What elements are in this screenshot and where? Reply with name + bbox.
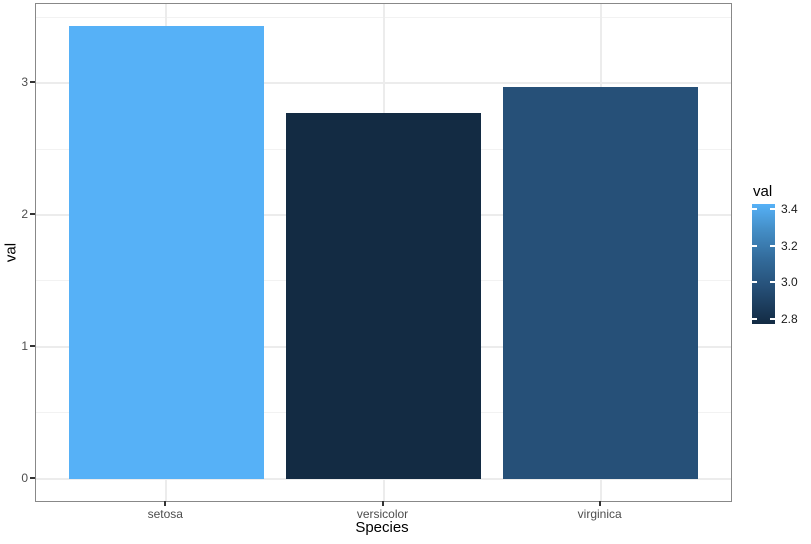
legend-colorbar-tick [752,317,757,320]
legend-colorbar-gradient [752,204,775,324]
legend-tick-label: 3.0 [781,275,798,290]
x-axis-tick-label: virginica [577,507,622,521]
y-axis-tick [30,81,35,84]
bar-virginica [502,87,699,479]
y-axis-tick-label: 3 [21,75,28,90]
legend-colorbar-tick [752,244,757,247]
legend-tick-label: 3.4 [781,202,798,217]
legend-tick-label: 2.8 [781,311,798,326]
x-axis-tick [598,501,601,506]
x-axis-tick [164,501,167,506]
y-axis-tick-label: 2 [21,206,28,221]
legend-colorbar-tick [770,208,775,211]
y-axis-title: val [2,242,20,263]
y-axis-tick-label: 0 [21,470,28,485]
y-axis-tick [30,212,35,215]
legend-colorbar-tick [752,281,757,284]
x-axis-title: Species [355,519,409,536]
y-axis-tick [30,344,35,347]
x-axis-tick-label: versicolor [356,507,409,521]
y-axis-tick [30,476,35,479]
legend-title: val [753,183,773,200]
legend-tick-label: 3.2 [781,238,798,253]
bar-versicolor [285,113,482,479]
legend-colorbar-tick [770,244,775,247]
x-axis-tick-label: setosa [147,507,183,521]
plot-panel [35,3,732,502]
legend-colorbar-tick [752,208,757,211]
y-axis-tick-label: 1 [21,338,28,353]
bar-setosa [68,26,265,479]
x-axis-tick [381,501,384,506]
legend-colorbar-tick [770,281,775,284]
legend-colorbar-tick [770,317,775,320]
